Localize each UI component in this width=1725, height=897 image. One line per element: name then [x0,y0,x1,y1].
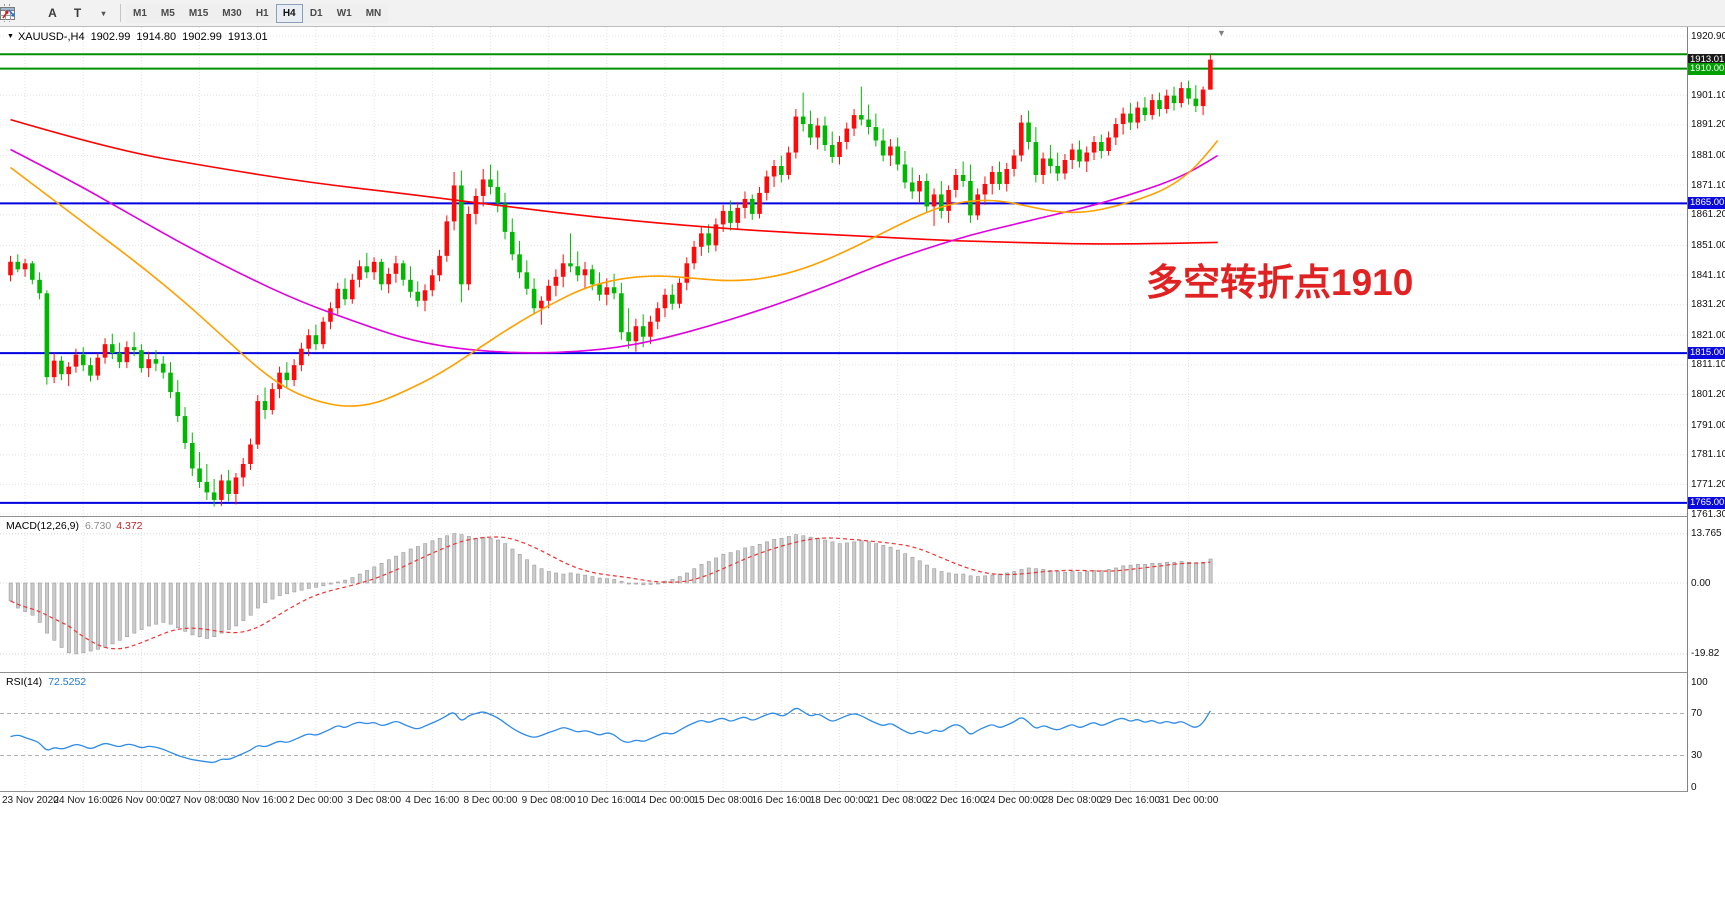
text-tool-button[interactable]: T [66,3,89,24]
timeframe-button-m30[interactable]: M30 [215,3,249,23]
time-axis-label: 24 Nov 16:00 [53,795,113,806]
price-scale-column[interactable]: 1920.90 1901.10 1891.20 1881.00 1871.10 1861.… [1687,27,1725,793]
time-axis-label: 31 Dec 00:00 [1158,795,1219,806]
toolbar-separator [120,4,121,22]
macd-axis-label: 0.00 [1691,577,1711,589]
ma-mid-magenta [10,148,1219,354]
price-axis-label: 1841.10 [1691,269,1725,281]
timeframe-button-mn[interactable]: MN [358,3,389,23]
timeframe-button-m1[interactable]: M1 [126,3,154,23]
annotate-letter-button[interactable]: A [41,3,64,24]
price-axis-label: 1821.00 [1691,329,1725,341]
ma-fast-orange [10,139,1219,407]
chart-annotation[interactable]: 多空转折点1910 [1146,262,1414,303]
timeframe-button-m5[interactable]: M5 [153,3,182,23]
time-axis-label: 9 Dec 08:00 [521,795,576,806]
rsi-axis-label: 0 [1691,781,1697,793]
timeframe-button-d1[interactable]: D1 [302,3,330,23]
timeframe-button-w1[interactable]: W1 [329,3,359,23]
price-axis-label: 1801.20 [1691,389,1725,400]
price-axis-label: 1761.30 [1691,508,1725,520]
price-axis-label: 1831.20 [1691,299,1725,311]
macd-axis-label: -19.82 [1691,648,1720,660]
panel-separator-1[interactable] [0,516,1725,517]
time-axis-label: 4 Dec 16:00 [405,795,460,806]
arrows-tool-button[interactable]: ▾ [2,3,114,24]
time-axis-label: 8 Dec 00:00 [463,795,518,806]
time-axis-label: 14 Dec 00:00 [635,795,695,806]
price-axis-label: 1891.20 [1691,119,1725,131]
chart-grid-icon[interactable] [0,3,39,24]
price-axis-label: 1861.20 [1691,209,1725,221]
time-axis-label: 3 Dec 08:00 [347,795,402,806]
time-axis-label: 29 Dec 16:00 [1100,795,1161,806]
timeframe-button-m15[interactable]: M15 [181,3,216,23]
price-tag: 1865.00 [1688,197,1725,210]
time-axis-label: 10 Dec 16:00 [577,795,637,806]
price-axis-label: 1771.20 [1691,478,1725,490]
time-axis-label: 26 Nov 00:00 [111,795,172,806]
price-axis-label: 1871.10 [1691,179,1725,191]
chart-shift-marker[interactable]: ▼ [1217,28,1226,38]
toolbar: A T ▾ M1 M5 M15 M30 H1 H4 D1 W1 MN [0,0,1725,27]
time-axis-label: 2 Dec 00:00 [288,795,343,806]
ma-slow-red [10,118,1218,245]
macd-axis-label: 13.765 [1691,528,1722,540]
timeframe-button-h1[interactable]: H1 [248,3,276,23]
time-axis-label: 30 Nov 16:00 [227,795,288,806]
price-axis-label: 1920.90 [1691,30,1725,42]
time-axis-label: 16 Dec 16:00 [751,795,812,806]
rsi-axis-label: 100 [1691,676,1708,688]
time-axis-label: 24 Dec 00:00 [984,795,1044,806]
price-axis-label: 1881.00 [1691,150,1725,161]
macd-signal-line [10,536,1211,650]
chevron-down-icon: ▾ [101,8,106,18]
price-axis-label: 1791.00 [1691,419,1725,431]
timeframe-button-h4[interactable]: H4 [275,3,303,23]
timeframe-group: M1 M5 M15 M30 H1 H4 D1 W1 MN [126,3,389,23]
rsi-axis-label: 70 [1691,708,1703,719]
rsi-line [10,707,1211,764]
price-axis-label: 1811.10 [1691,359,1725,371]
price-chart-canvas[interactable] [0,27,1687,516]
price-axis-label: 1851.00 [1691,239,1725,251]
price-axis-label: 1901.10 [1691,89,1725,101]
time-axis[interactable]: 23 Nov 2020 24 Nov 16:00 26 Nov 00:00 27 No… [0,792,1687,812]
arrows-icon [2,8,15,18]
price-tag: 1913.01 [1688,53,1725,66]
panel-separator-2[interactable] [0,672,1725,673]
price-tag: 1765.00 [1688,496,1725,509]
rsi-canvas[interactable] [0,673,1687,791]
time-axis-label: 27 Nov 08:00 [169,795,230,806]
price-tag: 1910.00 [1688,62,1725,75]
rsi-axis-label: 30 [1691,750,1703,761]
time-axis-label: 21 Dec 08:00 [867,795,928,806]
time-axis-label: 23 Nov 2020 [2,795,59,806]
panel-separator-3[interactable] [0,791,1725,792]
time-axis-label: 28 Dec 08:00 [1042,795,1102,806]
time-axis-label: 18 Dec 00:00 [809,795,870,806]
time-axis-label: 22 Dec 16:00 [926,795,986,806]
price-axis-label: 1781.10 [1691,449,1725,461]
time-axis-label: 15 Dec 08:00 [693,795,753,806]
price-tag: 1815.00 [1688,347,1725,360]
macd-canvas[interactable] [0,517,1687,672]
